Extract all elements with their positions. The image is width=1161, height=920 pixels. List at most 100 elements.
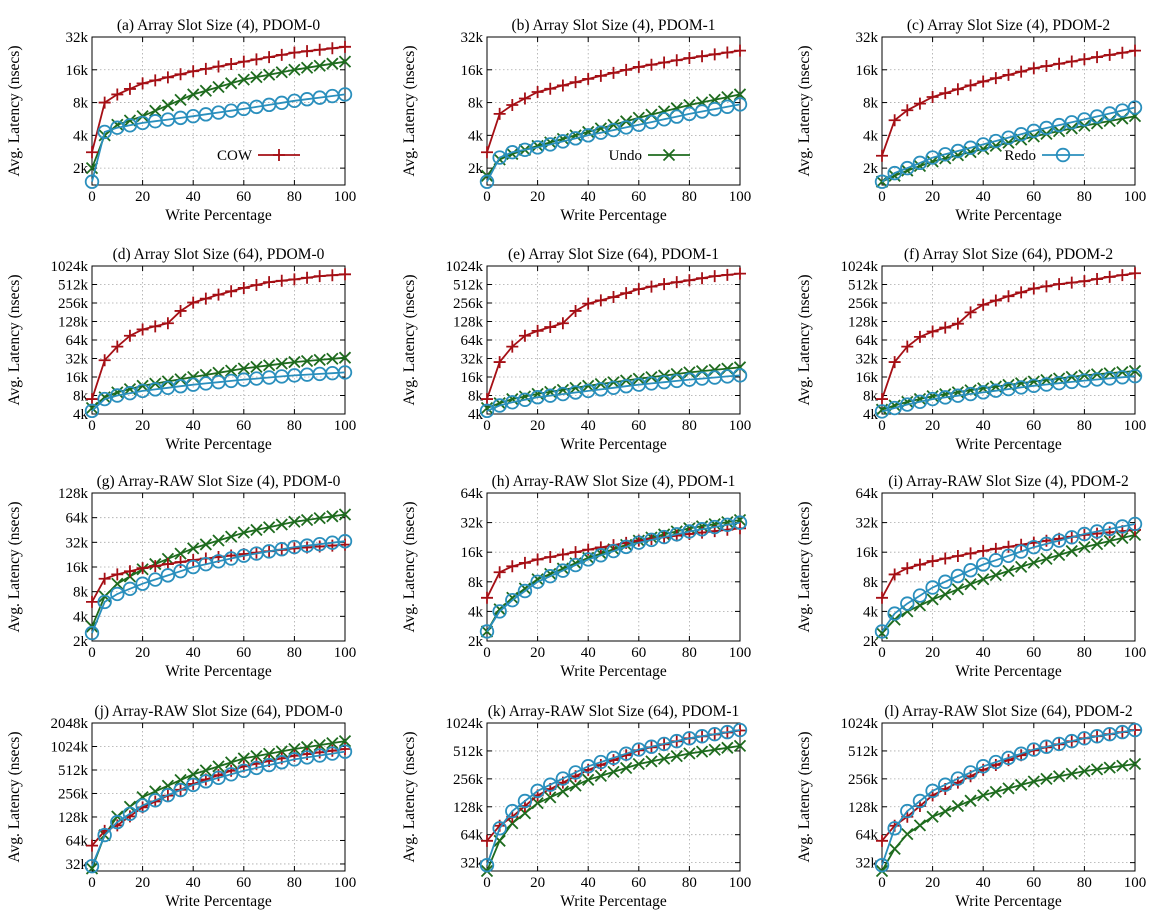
- marker-redo: [173, 782, 188, 798]
- marker-undo: [1027, 556, 1040, 569]
- x-tick-label: 40: [186, 645, 201, 661]
- x-tick-label: 100: [729, 418, 752, 434]
- marker-undo: [951, 583, 965, 596]
- panel-a: 0 20 40 60 80 100 2k 4k 8k 16k 32k (a) Array Slot S…: [6, 17, 356, 224]
- marker-undo: [275, 357, 288, 370]
- marker-cow: [1091, 273, 1104, 286]
- marker-cow: [926, 90, 939, 103]
- marker-redo: [492, 604, 507, 619]
- x-tick-label: 60: [236, 418, 251, 434]
- y-axis-label: Avg. Latency (nsecs): [401, 502, 418, 633]
- x-tick-label: 0: [483, 645, 491, 661]
- y-tick-label: 8k: [73, 389, 89, 405]
- y-tick-label: 4k: [863, 128, 879, 144]
- series-redo: [874, 100, 1143, 189]
- marker-cow: [98, 572, 111, 585]
- series-redo: [479, 368, 748, 419]
- x-tick-label: 40: [186, 189, 201, 205]
- y-tick-label: 16k: [66, 370, 89, 386]
- marker-cow: [1002, 290, 1015, 303]
- marker-cow: [212, 288, 225, 301]
- marker-redo: [517, 583, 533, 599]
- marker-cow: [594, 69, 607, 82]
- panel-f: 0 20 40 60 80 100 4k 8k 16k 32k 64k 128k 256k 512k 102…: [796, 246, 1146, 453]
- marker-redo: [122, 806, 138, 821]
- y-tick-label: 32k: [66, 352, 89, 368]
- series-redo: [479, 515, 748, 639]
- marker-undo: [262, 359, 276, 372]
- marker-undo: [683, 747, 696, 760]
- marker-redo: [732, 722, 748, 738]
- marker-redo: [1013, 127, 1029, 142]
- marker-cow: [275, 48, 288, 61]
- marker-undo: [901, 827, 914, 841]
- marker-cow: [939, 321, 952, 334]
- marker-cow: [569, 76, 582, 89]
- marker-undo: [199, 764, 212, 777]
- y-tick-label: 8k: [468, 389, 484, 405]
- y-tick-label: 16k: [856, 63, 879, 79]
- y-tick-label: 256k: [453, 296, 484, 312]
- y-tick-label: 32k: [461, 516, 484, 532]
- marker-cow: [645, 280, 658, 293]
- series-line-redo: [486, 729, 741, 866]
- marker-undo: [1052, 770, 1066, 783]
- series-redo: [84, 534, 353, 641]
- x-tick-label: 80: [682, 189, 697, 205]
- marker-undo: [683, 366, 696, 379]
- marker-cow: [187, 296, 200, 309]
- series-redo: [479, 97, 748, 189]
- marker-cow: [977, 75, 990, 88]
- marker-cow: [481, 146, 493, 159]
- marker-redo: [505, 592, 520, 608]
- marker-cow: [481, 834, 493, 847]
- series-undo: [480, 739, 747, 878]
- y-tick-label: 512k: [848, 278, 879, 294]
- marker-cow: [149, 320, 162, 333]
- x-tick-label: 60: [1026, 645, 1041, 661]
- marker-undo: [1116, 759, 1129, 772]
- marker-undo: [632, 757, 645, 771]
- marker-redo: [874, 404, 890, 419]
- y-tick-label: 16k: [461, 545, 484, 561]
- marker-redo: [530, 574, 545, 590]
- marker-undo: [913, 159, 927, 173]
- marker-cow: [123, 329, 136, 342]
- panel-title: (f) Array Slot Size (64), PDOM-2: [904, 246, 1113, 263]
- x-tick-label: 20: [925, 645, 940, 661]
- marker-cow: [518, 556, 531, 569]
- y-tick-label: 256k: [58, 786, 89, 802]
- marker-cow: [670, 54, 683, 67]
- x-tick-label: 0: [483, 875, 491, 891]
- marker-undo: [1040, 552, 1053, 565]
- series-redo: [874, 722, 1143, 873]
- marker-redo: [337, 365, 353, 380]
- marker-undo: [594, 377, 607, 391]
- marker-redo: [97, 827, 112, 843]
- marker-cow: [136, 562, 149, 575]
- plot-frame: [91, 722, 346, 872]
- series-redo: [84, 87, 353, 189]
- series-cow: [481, 44, 746, 159]
- marker-cow: [1116, 46, 1129, 59]
- y-tick-label: 64k: [461, 486, 484, 502]
- marker-undo: [964, 794, 977, 807]
- marker-cow: [696, 272, 709, 285]
- x-tick-label: 80: [682, 418, 697, 434]
- marker-redo: [173, 563, 188, 579]
- y-tick-label: 4k: [468, 128, 484, 144]
- marker-redo: [479, 174, 495, 189]
- y-tick-label: 32k: [461, 30, 484, 46]
- panel-title: (a) Array Slot Size (4), PDOM-0: [117, 17, 320, 34]
- marker-redo: [479, 403, 495, 419]
- marker-cow: [1065, 276, 1078, 289]
- marker-undo: [212, 760, 225, 773]
- y-tick-label: 4k: [73, 407, 89, 423]
- marker-redo: [555, 563, 571, 578]
- marker-cow: [174, 68, 187, 81]
- marker-undo: [1040, 772, 1053, 786]
- panel-title: (c) Array Slot Size (4), PDOM-2: [907, 17, 1110, 34]
- marker-redo: [950, 771, 966, 786]
- marker-undo: [85, 401, 99, 415]
- y-tick-label: 64k: [461, 333, 484, 349]
